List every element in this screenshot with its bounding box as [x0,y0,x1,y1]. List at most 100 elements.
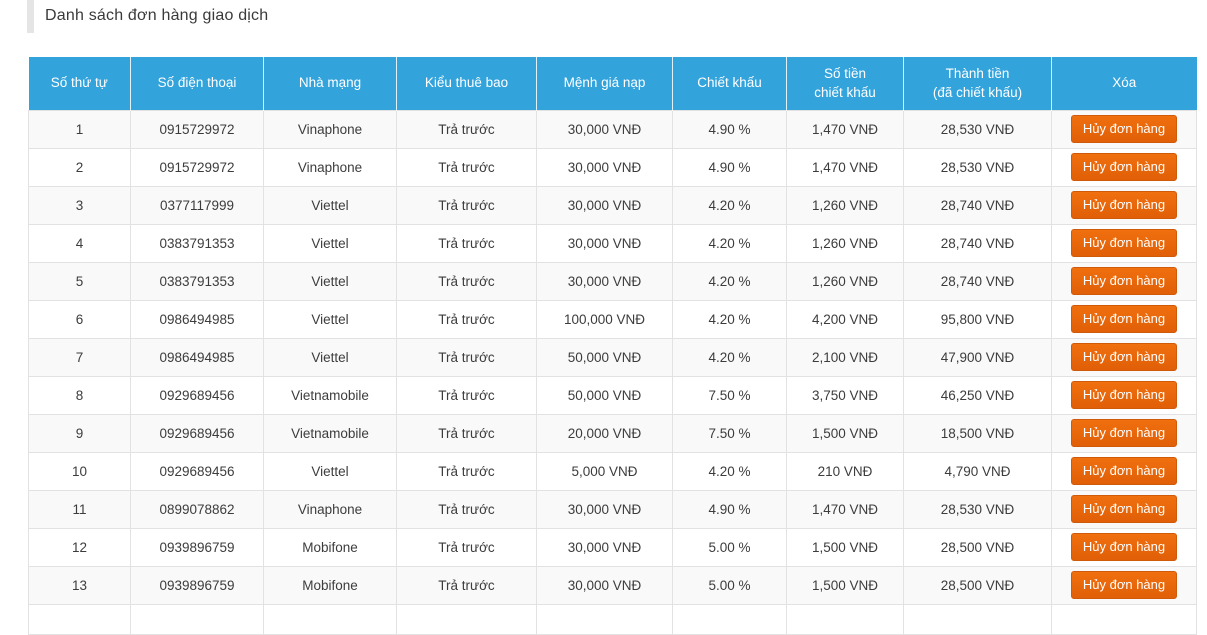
column-header-2: Số điện thoại [130,57,264,110]
cancel-order-button[interactable]: Hủy đơn hàng [1070,533,1178,561]
cell-discount-percent: 5.00 % [672,527,787,567]
cancel-order-button[interactable]: Hủy đơn hàng [1070,571,1178,599]
cell-empty [1051,603,1197,635]
cell-total: 28,740 VNĐ [903,223,1052,263]
cell-discount-percent: 5.00 % [672,565,787,605]
cell-total: 28,530 VNĐ [903,109,1052,149]
cell-carrier: Mobifone [263,527,397,567]
cell-subscription-type: Trả trước [396,261,537,301]
table-row: 8 0929689456 Vietnamobile Trả trước 50,000 V… [28,375,1197,415]
cell-discount-percent: 4.90 % [672,147,787,187]
cell-denomination: 30,000 VNĐ [536,147,673,187]
table-row: 7 0986494985 Viettel Trả trước 50,000 VNĐ 4.2… [28,337,1197,377]
cell-subscription-type: Trả trước [396,527,537,567]
cancel-order-button[interactable]: Hủy đơn hàng [1070,115,1178,143]
cell-discount-amount: 1,260 VNĐ [786,223,904,263]
cancel-order-button[interactable]: Hủy đơn hàng [1070,381,1178,409]
cell-phone-number: 0383791353 [130,223,264,263]
cell-order-number: 13 [28,565,131,605]
cell-delete: Hủy đơn hàng [1051,375,1197,415]
cell-discount-percent: 4.90 % [672,109,787,149]
cell-order-number: 5 [28,261,131,301]
cell-denomination: 100,000 VNĐ [536,299,673,339]
page-header: Danh sách đơn hàng giao dịch [0,0,1207,34]
cancel-order-button[interactable]: Hủy đơn hàng [1070,153,1178,181]
cell-order-number: 11 [28,489,131,529]
cell-denomination: 30,000 VNĐ [536,223,673,263]
cell-phone-number: 0986494985 [130,299,264,339]
cell-total: 28,500 VNĐ [903,527,1052,567]
cell-phone-number: 0915729972 [130,109,264,149]
cell-delete: Hủy đơn hàng [1051,299,1197,339]
cell-discount-amount: 1,500 VNĐ [786,565,904,605]
cancel-order-button[interactable]: Hủy đơn hàng [1070,191,1178,219]
cell-discount-percent: 4.20 % [672,185,787,225]
table-row: 9 0929689456 Vietnamobile Trả trước 20,000 V… [28,413,1197,453]
cell-order-number: 3 [28,185,131,225]
cancel-order-button[interactable]: Hủy đơn hàng [1070,229,1178,257]
cell-denomination: 20,000 VNĐ [536,413,673,453]
cell-phone-number: 0939896759 [130,527,264,567]
title-accent-bar [27,0,34,33]
column-header-5: Mệnh giá nạp [536,57,673,110]
cell-discount-amount: 1,470 VNĐ [786,489,904,529]
cancel-order-button[interactable]: Hủy đơn hàng [1070,495,1178,523]
cell-subscription-type: Trả trước [396,413,537,453]
table-row-partial [28,603,1197,635]
cell-subscription-type: Trả trước [396,451,537,491]
orders-table-body: 1 0915729972 Vinaphone Trả trước 30,000 VNĐ 4… [28,109,1197,635]
cell-carrier: Vinaphone [263,489,397,529]
cell-delete: Hủy đơn hàng [1051,109,1197,149]
column-header-6: Chiết khấu [672,57,787,110]
column-header-1: Số thứ tự [28,57,131,110]
cell-carrier: Vinaphone [263,147,397,187]
cell-delete: Hủy đơn hàng [1051,565,1197,605]
cell-order-number: 2 [28,147,131,187]
cell-phone-number: 0929689456 [130,375,264,415]
column-header-label: Xóa [1112,75,1137,91]
cell-total: 28,740 VNĐ [903,185,1052,225]
cell-total: 28,530 VNĐ [903,147,1052,187]
cancel-order-button[interactable]: Hủy đơn hàng [1070,457,1178,485]
cell-empty [263,603,397,635]
column-header-label: chiết khấu [814,85,876,101]
cell-denomination: 50,000 VNĐ [536,337,673,377]
cancel-order-button[interactable]: Hủy đơn hàng [1070,305,1178,333]
cell-total: 28,740 VNĐ [903,261,1052,301]
cell-discount-amount: 210 VNĐ [786,451,904,491]
cell-denomination: 30,000 VNĐ [536,109,673,149]
cell-order-number: 4 [28,223,131,263]
cancel-order-button[interactable]: Hủy đơn hàng [1070,419,1178,447]
column-header-label: Thành tiền [945,65,1010,81]
cell-discount-amount: 2,100 VNĐ [786,337,904,377]
cell-carrier: Viettel [263,451,397,491]
cell-denomination: 30,000 VNĐ [536,527,673,567]
cell-total: 18,500 VNĐ [903,413,1052,453]
table-row: 11 0899078862 Vinaphone Trả trước 30,000 VNĐ… [28,489,1197,529]
cell-total: 28,530 VNĐ [903,489,1052,529]
cell-discount-percent: 4.90 % [672,489,787,529]
cell-subscription-type: Trả trước [396,185,537,225]
cell-carrier: Viettel [263,337,397,377]
cell-carrier: Vietnamobile [263,375,397,415]
column-header-9: Xóa [1051,57,1197,110]
cell-delete: Hủy đơn hàng [1051,337,1197,377]
cancel-order-button[interactable]: Hủy đơn hàng [1070,267,1178,295]
cell-order-number: 6 [28,299,131,339]
column-header-label: Số thứ tự [50,75,108,91]
column-header-4: Kiểu thuê bao [396,57,537,110]
column-header-label: Chiết khấu [697,75,762,91]
cell-delete: Hủy đơn hàng [1051,413,1197,453]
table-row: 6 0986494985 Viettel Trả trước 100,000 VNĐ 4.… [28,299,1197,339]
cell-carrier: Viettel [263,299,397,339]
cell-order-number: 7 [28,337,131,377]
cancel-order-button[interactable]: Hủy đơn hàng [1070,343,1178,371]
cell-carrier: Viettel [263,261,397,301]
column-header-7: Số tiền chiết khấu [786,57,904,110]
cell-carrier: Vietnamobile [263,413,397,453]
cell-discount-percent: 4.20 % [672,261,787,301]
table-row: 2 0915729972 Vinaphone Trả trước 30,000 VNĐ 4… [28,147,1197,187]
cell-phone-number: 0939896759 [130,565,264,605]
cell-denomination: 30,000 VNĐ [536,185,673,225]
cell-order-number: 10 [28,451,131,491]
